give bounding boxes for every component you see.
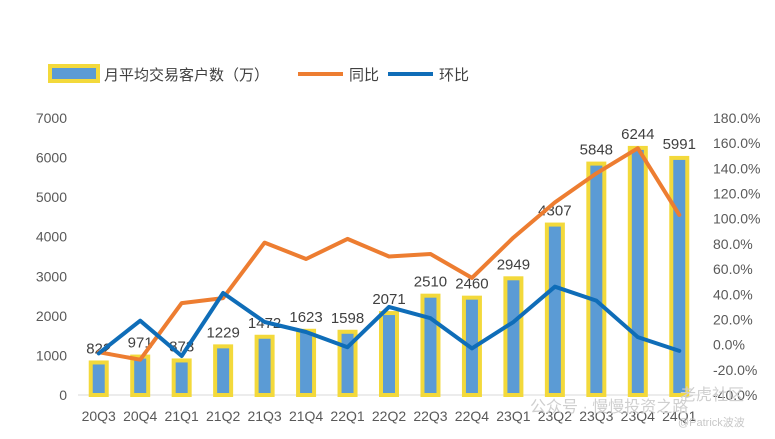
bar-data-label: 971 [128,335,153,352]
y-left-tick-label: 7000 [36,110,67,126]
y-left-tick-label: 2000 [36,308,67,324]
bar [586,161,607,397]
x-axis: 20Q3 20Q4 21Q1 21Q2 21Q3 21Q4 22Q1 22Q2 22Q3 22Q4… [82,408,697,424]
bar [544,222,565,397]
bar-data-label: 2949 [497,256,530,273]
watermark-brand: 公众号 · 慢慢投资之路 [530,398,688,416]
bar [130,354,151,397]
bar-series [88,145,690,398]
y-left-tick-label: 6000 [36,150,67,166]
x-tick-label: 21Q4 [289,408,323,424]
y-right-tick-label: 140.0% [713,160,760,176]
bar-data-label: 5848 [580,142,613,159]
y-left-tick-label: 0 [59,387,67,403]
x-tick-label: 23Q1 [496,408,530,424]
legend-bar-swatch [48,64,100,83]
legend: 月平均交易客户数（万） 同比 环比 [48,64,469,84]
y-left-tick-label: 3000 [36,268,67,284]
y-left-tick-label: 4000 [36,229,67,245]
y-right-tick-label: 60.0% [713,261,753,277]
x-tick-label: 22Q3 [413,408,447,424]
bar-data-label: 6244 [621,126,654,143]
bar-data-label: 2510 [414,274,447,291]
x-tick-label: 21Q2 [206,408,240,424]
bar-data-label: 1229 [206,324,239,341]
legend-mom-label: 环比 [439,67,469,84]
bar-data-label: 2460 [455,276,488,293]
x-tick-label: 21Q1 [165,408,199,424]
watermark-site: 老虎社区 [680,386,744,404]
y-right-tick-label: 40.0% [713,286,753,302]
x-tick-label: 22Q2 [372,408,406,424]
y-right-tick-label: 80.0% [713,236,753,252]
y-right-tick-label: -20.0% [713,362,757,378]
line-series [96,146,682,362]
x-tick-label: 24Q1 [662,408,696,424]
bar [213,344,234,397]
x-tick-label: 23Q2 [538,408,572,424]
y-axis-left: 0 1000 2000 3000 4000 5000 6000 7000 [36,110,67,403]
y-right-tick-label: -40.0% [713,387,757,403]
y-right-tick-label: 100.0% [713,211,760,227]
x-tick-label: 20Q3 [82,408,116,424]
legend-yoy-label: 同比 [349,67,379,84]
bar [171,358,192,397]
x-tick-label: 21Q3 [247,408,281,424]
bar [254,334,275,397]
x-tick-label: 23Q3 [579,408,613,424]
x-tick-label: 23Q4 [621,408,655,424]
bar-data-label: 4307 [538,203,571,220]
legend-bar-label: 月平均交易客户数（万） [104,66,269,84]
watermark: 公众号 · 慢慢投资之路 老虎社区 @Patrick波波 [530,386,745,429]
yoy-line [96,146,682,362]
y-right-tick-label: 120.0% [713,186,760,202]
bar [669,155,690,397]
bar [627,145,648,397]
watermark-author: @Patrick波波 [678,416,745,429]
y-axis-right: -40.0% -20.0% 0.0% 20.0% 40.0% 60.0% 80.0% 100.… [713,110,760,403]
x-tick-label: 22Q1 [330,408,364,424]
y-right-tick-label: 20.0% [713,311,753,327]
bar [296,328,317,397]
mom-line [96,284,682,358]
bar [420,293,441,398]
y-right-tick-label: 180.0% [713,110,760,126]
bar [379,311,399,398]
x-tick-label: 22Q4 [455,408,489,424]
bar-data-label: 2071 [372,291,405,308]
bar [503,276,524,398]
bar-data-label: 1623 [289,309,322,326]
y-left-tick-label: 1000 [36,347,67,363]
y-right-tick-label: 0.0% [713,337,745,353]
bar-data-label: 1598 [331,310,364,327]
x-tick-label: 20Q4 [123,408,157,424]
bar-data-label: 5991 [663,136,696,153]
y-left-tick-label: 5000 [36,189,67,205]
y-right-tick-label: 160.0% [713,135,760,151]
bar [88,360,109,398]
